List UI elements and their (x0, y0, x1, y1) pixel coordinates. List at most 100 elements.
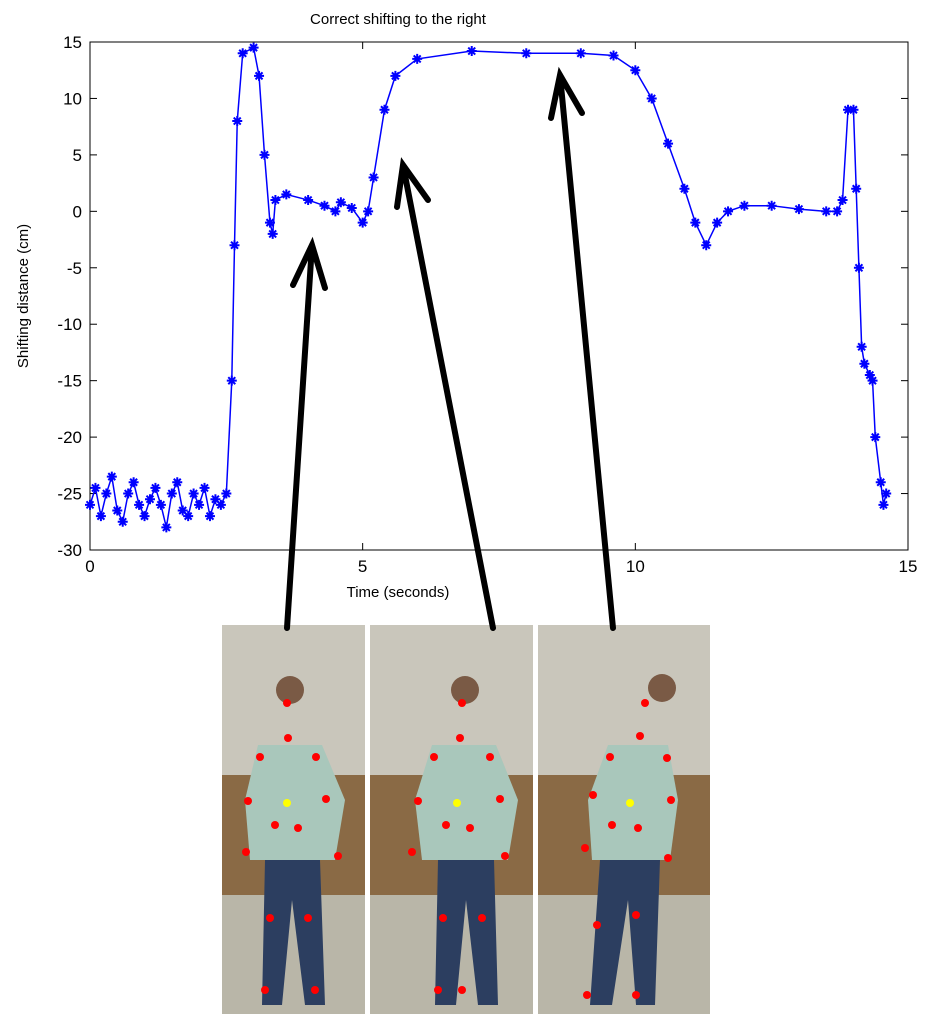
data-point (139, 511, 150, 522)
data-point (390, 70, 401, 81)
arrows (284, 66, 616, 631)
data-point (144, 494, 155, 505)
data-point (878, 499, 889, 510)
y-tick-label: -5 (67, 259, 82, 278)
arrow (548, 66, 616, 631)
data-point (254, 70, 265, 81)
data-point (335, 197, 346, 208)
data-point (259, 149, 270, 160)
data-point (793, 204, 804, 215)
plot-frame (89, 41, 909, 551)
arrow (284, 236, 328, 631)
y-tick-label: -10 (57, 315, 82, 334)
data-point (466, 46, 477, 57)
data-point (85, 499, 95, 510)
data-point (229, 240, 240, 251)
y-tick-label: -25 (57, 485, 82, 504)
data-point (856, 341, 867, 352)
data-point (821, 206, 832, 217)
data-point (853, 262, 864, 273)
data-point (188, 488, 199, 499)
data-point (368, 172, 379, 183)
data-point (346, 202, 357, 213)
data-point (95, 511, 106, 522)
data-point (248, 42, 259, 53)
data-point (712, 217, 723, 228)
data-point (101, 488, 112, 499)
data-point (210, 494, 221, 505)
x-tick-label: 15 (899, 557, 918, 576)
data-point (303, 195, 314, 206)
data-point (843, 104, 854, 115)
data-point (837, 195, 848, 206)
data-point (221, 488, 232, 499)
data-point (150, 482, 161, 493)
data-point (215, 499, 226, 510)
y-tick-label: 5 (73, 146, 82, 165)
data-point (663, 138, 674, 149)
data-point (270, 195, 281, 206)
data-point (690, 217, 701, 228)
data-point (412, 53, 423, 64)
data-point (117, 516, 128, 527)
x-tick-label: 0 (85, 557, 94, 576)
chart-title: Correct shifting to the right (310, 11, 487, 28)
data-point (766, 200, 777, 211)
photo (370, 625, 533, 1014)
data-point (183, 511, 194, 522)
data-point (363, 206, 374, 217)
data-point (172, 477, 183, 488)
data-point (90, 482, 101, 493)
data-point (199, 482, 210, 493)
data-point (851, 183, 862, 194)
y-axis-label: Shifting distance (cm) (15, 224, 32, 368)
y-tick-label: 0 (73, 202, 82, 221)
y-tick-label: 10 (63, 89, 82, 108)
data-point (204, 511, 215, 522)
photos (222, 625, 710, 1014)
data-point (155, 499, 166, 510)
data-point (330, 206, 341, 217)
data-point (194, 499, 205, 510)
data-point (166, 488, 177, 499)
data-point (701, 240, 712, 251)
arrow (394, 157, 496, 631)
data-point (267, 228, 278, 239)
data-point (859, 358, 870, 369)
photo (222, 625, 365, 1014)
data-point (881, 488, 892, 499)
data-point (281, 189, 292, 200)
x-tick-label: 5 (358, 557, 367, 576)
data-point (379, 104, 390, 115)
x-axis-label: Time (seconds) (347, 584, 450, 601)
data-point (123, 488, 134, 499)
data-point (134, 499, 145, 510)
data-point (646, 93, 657, 104)
data-point (832, 206, 843, 217)
data-point (867, 375, 878, 386)
y-tick-label: -30 (57, 541, 82, 560)
data-point (177, 505, 188, 516)
data-point (112, 505, 123, 516)
y-tick-label: 15 (63, 33, 82, 52)
x-tick-label: 10 (626, 557, 645, 576)
data-point (723, 206, 734, 217)
data-point (864, 370, 875, 381)
data-point (357, 217, 368, 228)
photo (538, 625, 710, 1014)
data-point (264, 217, 275, 228)
data-point (848, 104, 859, 115)
data-point (161, 522, 172, 533)
data-point (319, 200, 330, 211)
data-point (575, 48, 586, 59)
data-point (128, 477, 139, 488)
y-tick-label: -15 (57, 372, 82, 391)
data-point (232, 116, 243, 127)
data-point (630, 65, 641, 76)
data-point (226, 375, 237, 386)
data-point (870, 432, 881, 443)
data-point (679, 183, 690, 194)
data-point (739, 200, 750, 211)
data-point (237, 48, 248, 59)
